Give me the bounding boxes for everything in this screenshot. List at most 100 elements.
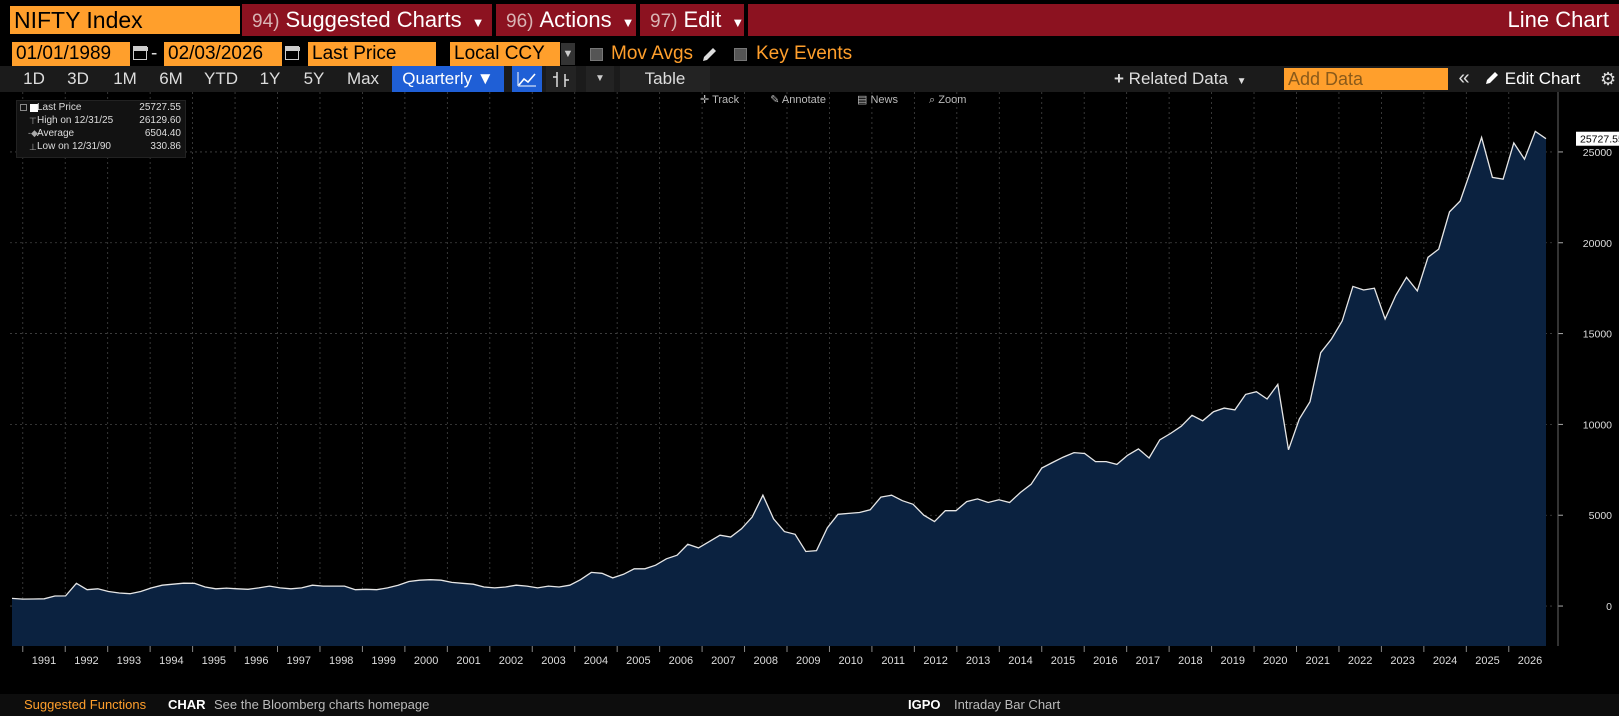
x-tick-label: 1997 (287, 655, 311, 667)
price-area (12, 131, 1546, 646)
legend-row: Last Price 25727.55 (37, 101, 181, 114)
security-input[interactable]: NIFTY Index (10, 6, 240, 34)
zoom-tool[interactable]: ⌕ Zoom (929, 94, 967, 106)
x-tick-label: 1996 (244, 655, 268, 667)
period-1d-button[interactable]: 1D (23, 69, 45, 88)
x-tick-label: 2012 (923, 655, 947, 667)
last-value-box (1576, 131, 1619, 146)
add-data-input[interactable]: Add Data (1284, 68, 1448, 90)
chart-type-title: Line Chart (748, 4, 1619, 36)
menu-number: 97) (650, 11, 678, 32)
track-tool[interactable]: ✛ Track (700, 94, 740, 106)
x-tick-label: 2009 (796, 655, 820, 667)
table-button[interactable]: Table (620, 66, 710, 92)
x-tick-label: 2001 (456, 655, 480, 667)
x-tick-label: 2018 (1178, 655, 1202, 667)
y-tick-label: 25000 (1583, 147, 1612, 159)
legend-row: Low on 12/31/90 330.86 (37, 140, 181, 153)
news-label: News (870, 94, 898, 106)
footer-bar: Suggested Functions CHAR See the Bloombe… (0, 694, 1619, 716)
period-5y-button[interactable]: 5Y (303, 69, 325, 88)
line-chart-button[interactable] (512, 66, 542, 92)
igpo-function-link[interactable]: IGPO (908, 697, 941, 712)
end-date-field[interactable]: 02/03/2026 (164, 42, 282, 66)
x-tick-label: 1995 (202, 655, 226, 667)
annotate-tool[interactable]: ✎ Annotate (770, 94, 826, 106)
calendar-icon[interactable] (133, 46, 148, 60)
edit-chart-button[interactable]: Edit Chart (1484, 66, 1600, 92)
period-6m-button[interactable]: 6M (159, 69, 183, 88)
period-max-button[interactable]: Max (346, 69, 380, 88)
currency-select[interactable]: Local CCY (450, 42, 560, 66)
x-tick-label: 2006 (669, 655, 693, 667)
legend-label: Average (37, 128, 75, 139)
x-tick-label: 1999 (371, 655, 395, 667)
chevron-down-icon[interactable]: ▼ (586, 66, 614, 92)
x-tick-label: 2007 (711, 655, 735, 667)
related-data-label: Related Data (1128, 69, 1228, 88)
x-tick-label: 1993 (117, 655, 141, 667)
mov-avgs-label[interactable]: Mov Avgs (611, 43, 694, 64)
period-1y-button[interactable]: 1Y (259, 69, 281, 88)
x-tick-label: 2003 (541, 655, 565, 667)
collapse-icon[interactable]: « (1458, 67, 1470, 89)
calendar-icon[interactable] (285, 46, 300, 60)
legend-value: 330.86 (150, 141, 181, 152)
chevron-down-icon: ▼ (471, 15, 485, 30)
mov-avgs-checkbox[interactable] (590, 48, 603, 61)
legend-value: 25727.55 (139, 102, 181, 113)
gear-icon[interactable]: ⚙ (1600, 69, 1617, 89)
period-ytd-button[interactable]: YTD (204, 69, 238, 88)
x-tick-label: 2024 (1433, 655, 1457, 667)
x-tick-label: 2025 (1475, 655, 1499, 667)
menu-label: Actions (539, 7, 612, 32)
news-tool[interactable]: ▤ News (857, 94, 898, 106)
chart-tools: ✛ Track ✎ Annotate ▤ News ⌕ Zoom (700, 93, 966, 109)
chevron-down-icon[interactable]: ▼ (561, 43, 575, 65)
average-marker-icon: -◆- (28, 128, 41, 138)
x-tick-label: 1998 (329, 655, 353, 667)
last-value-label: 25727.55 (1580, 134, 1619, 146)
field-select[interactable]: Last Price (308, 42, 436, 66)
frequency-select[interactable]: Quarterly ▼ (392, 66, 504, 92)
period-1m-button[interactable]: 1M (113, 69, 137, 88)
bar-chart-button[interactable] (546, 66, 576, 92)
char-function-desc[interactable]: See the Bloomberg charts homepage (214, 697, 430, 712)
x-tick-label: 2019 (1221, 655, 1245, 667)
key-events-label[interactable]: Key Events (756, 43, 853, 64)
legend-label: High on 12/31/25 (37, 115, 114, 126)
edit-chart-label: Edit Chart (1504, 69, 1581, 88)
y-tick-label: 5000 (1589, 510, 1613, 522)
related-data-menu[interactable]: + Related Data ▼ (1114, 66, 1264, 92)
ohlc-icon (553, 72, 569, 87)
start-date-field[interactable]: 01/01/1989 (12, 42, 130, 66)
x-tick-label: 2015 (1051, 655, 1075, 667)
chevron-down-icon: ▼ (621, 15, 635, 30)
char-function-link[interactable]: CHAR (168, 697, 206, 712)
key-events-checkbox[interactable] (734, 48, 747, 61)
x-axis: 1991 1992 1993 1994 1995 1996 1997 1998 1999 2000… (22, 646, 1542, 667)
x-tick-label: 2002 (499, 655, 523, 667)
menu-number: 96) (506, 11, 534, 32)
x-tick-label: 2016 (1093, 655, 1117, 667)
legend-collapse-icon[interactable] (20, 104, 27, 111)
pencil-icon[interactable] (700, 46, 718, 64)
suggested-charts-menu[interactable]: 94) Suggested Charts ▼ (242, 4, 492, 36)
track-label: Track (712, 94, 740, 106)
edit-menu[interactable]: 97) Edit ▼ (640, 4, 744, 36)
period-3d-button[interactable]: 3D (67, 69, 89, 88)
y-tick-label: 10000 (1583, 419, 1612, 431)
line-swatch-icon (30, 104, 38, 112)
chart-legend[interactable]: Last Price 25727.55 ⊤ High on 12/31/25 261… (16, 100, 186, 158)
plus-icon: + (1114, 69, 1124, 88)
x-tick-label: 2021 (1305, 655, 1329, 667)
x-tick-label: 2014 (1008, 655, 1032, 667)
actions-menu[interactable]: 96) Actions ▼ (496, 4, 636, 36)
x-tick-label: 2017 (1136, 655, 1160, 667)
x-tick-label: 2022 (1348, 655, 1372, 667)
igpo-function-desc[interactable]: Intraday Bar Chart (954, 697, 1061, 712)
chevron-down-icon: ▼ (731, 15, 745, 30)
x-tick-label: 2010 (838, 655, 862, 667)
low-marker-icon: ⊥ (29, 142, 37, 152)
